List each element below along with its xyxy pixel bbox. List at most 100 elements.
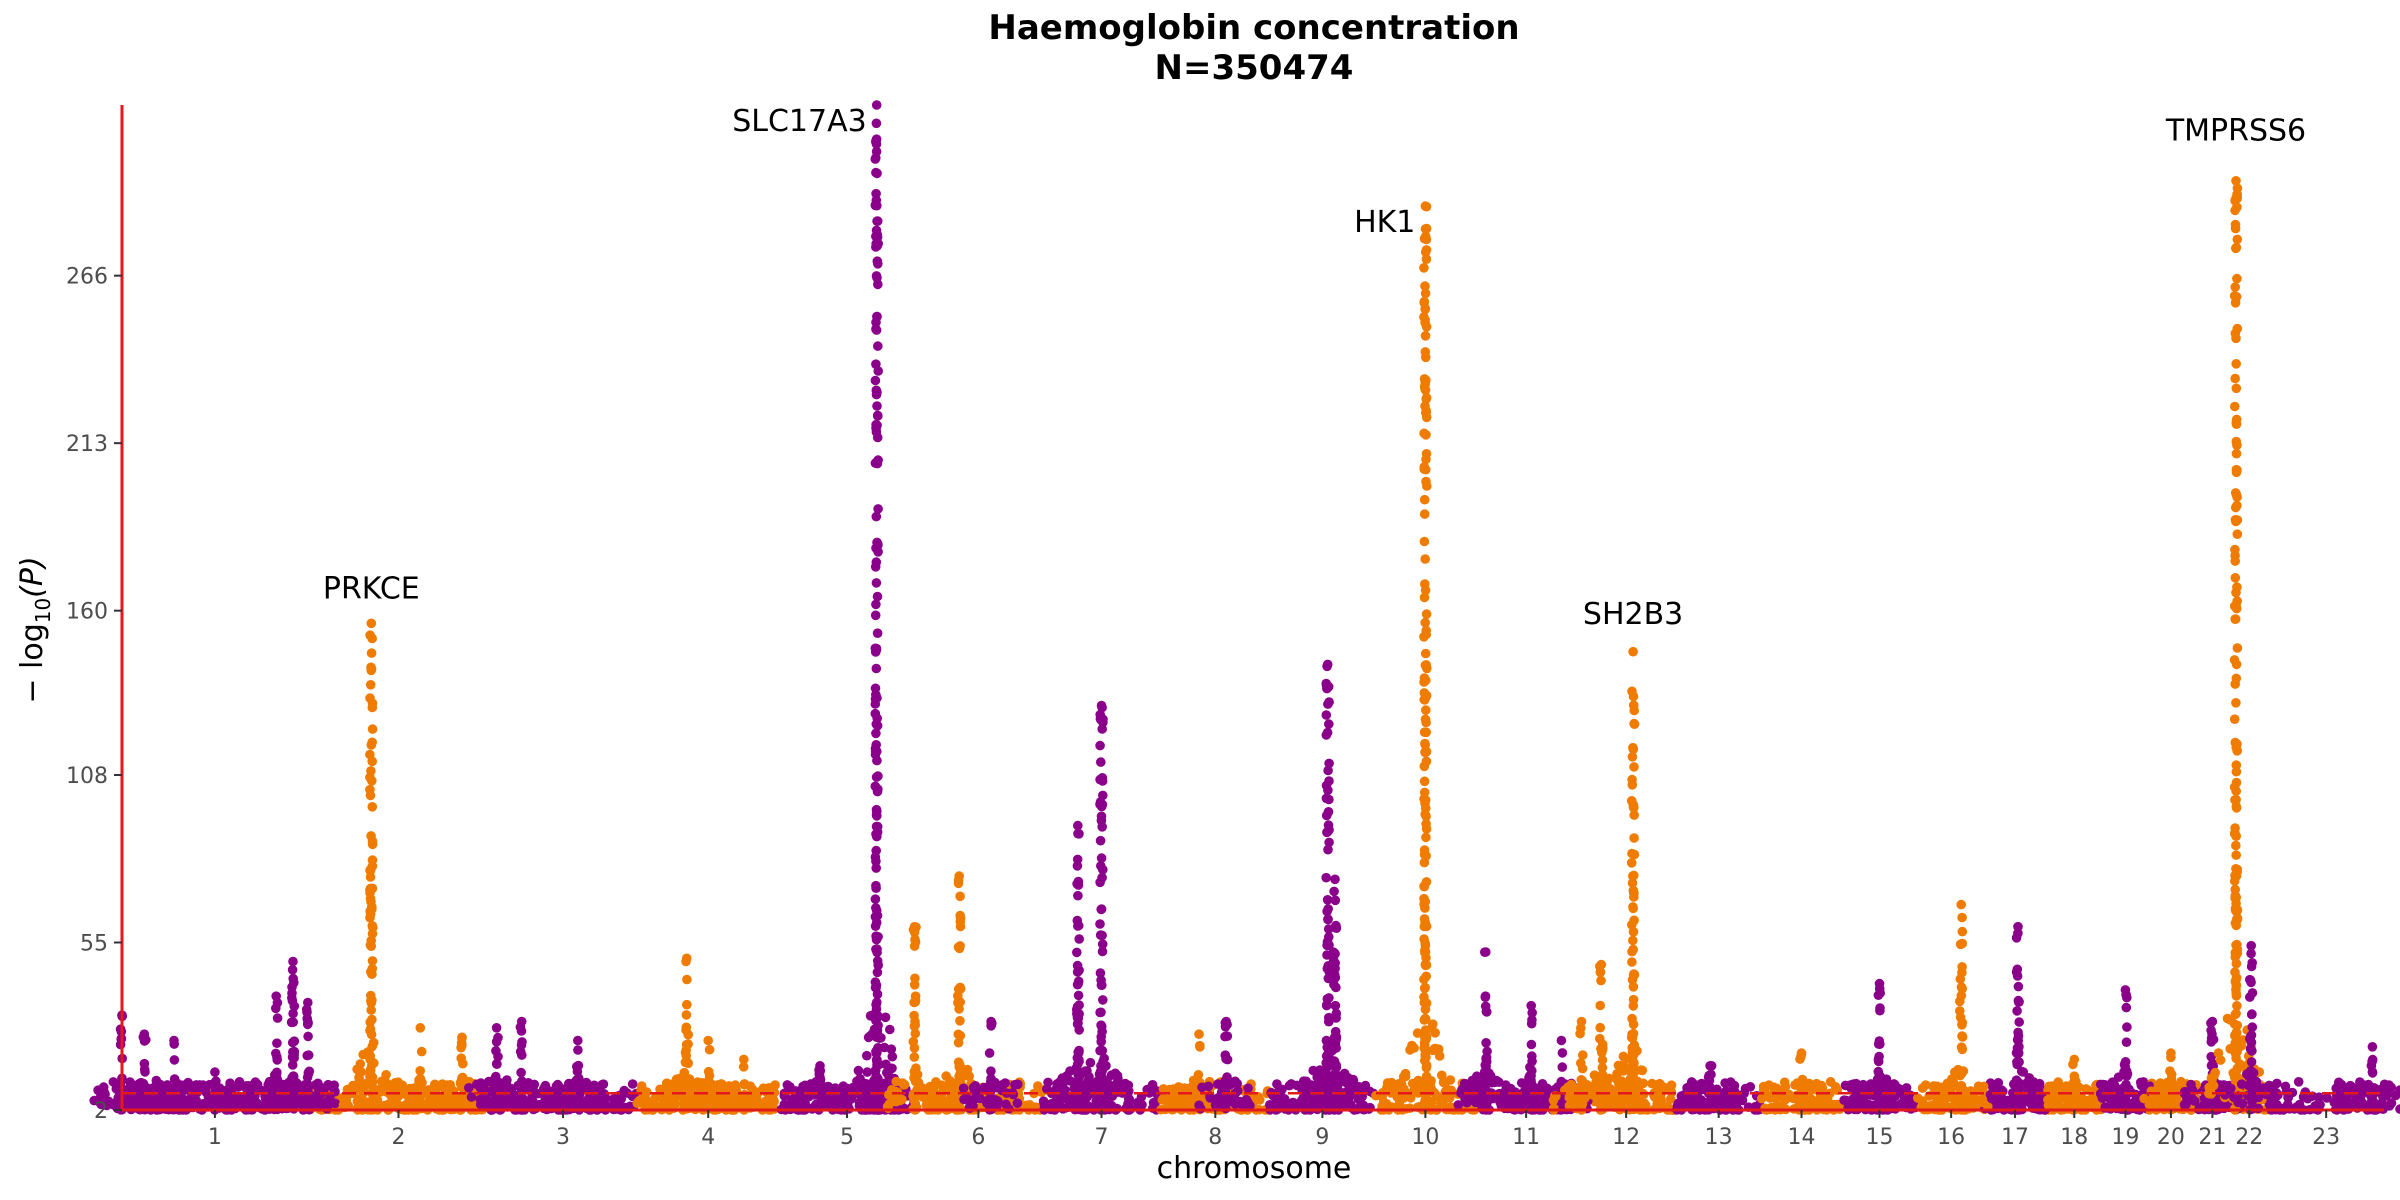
- snp-point: [1323, 904, 1333, 914]
- snp-point: [873, 279, 883, 290]
- snp-point: [874, 1059, 885, 1070]
- snp-point: [367, 737, 378, 748]
- snp-point: [1065, 1093, 1076, 1103]
- snp-point: [1481, 1006, 1492, 1017]
- snp-point: [1421, 254, 1432, 264]
- snp-point: [283, 1103, 294, 1113]
- snp-point: [484, 1076, 494, 1087]
- snp-point: [517, 1037, 527, 1047]
- snp-point: [910, 1076, 921, 1087]
- snp-point: [1626, 796, 1637, 806]
- snp-point: [703, 1066, 714, 1077]
- snp-point: [1426, 1023, 1437, 1033]
- snp-point: [1096, 904, 1107, 914]
- snp-point: [1628, 935, 1638, 946]
- snp-point: [365, 865, 376, 876]
- snp-point: [303, 1031, 313, 1042]
- snp-point: [1706, 1069, 1716, 1080]
- snp-point: [953, 1037, 964, 1048]
- snp-point: [954, 943, 965, 954]
- snp-point: [1097, 822, 1107, 832]
- snp-point: [1096, 975, 1106, 985]
- snp-point: [1096, 1007, 1106, 1018]
- snp-point: [751, 1093, 762, 1104]
- snp-point: [1123, 1098, 1133, 1109]
- snp-point: [871, 153, 881, 163]
- snp-point: [853, 1065, 864, 1076]
- snp-point: [1043, 1077, 1053, 1088]
- snp-point: [1518, 1097, 1528, 1107]
- snp-point: [286, 1017, 297, 1028]
- snp-point: [1273, 1099, 1283, 1110]
- snp-point: [955, 1016, 965, 1026]
- snp-point: [872, 628, 883, 638]
- snp-point: [872, 956, 883, 966]
- snp-point: [1284, 1080, 1295, 1091]
- snp-point: [990, 1095, 1001, 1105]
- snp-point: [1419, 263, 1429, 273]
- snp-point: [682, 999, 692, 1010]
- snp-point: [839, 1097, 849, 1108]
- snp-point: [870, 708, 881, 719]
- snp-point: [871, 578, 882, 588]
- peak-snp-point: [862, 1067, 873, 1077]
- snp-point: [415, 1066, 426, 1076]
- snp-point: [441, 1089, 452, 1100]
- peak-snp-point: [954, 871, 964, 881]
- snp-point: [1628, 903, 1638, 914]
- snp-point: [680, 1047, 691, 1058]
- snp-point: [1419, 677, 1429, 687]
- snp-point: [871, 136, 881, 146]
- snp-point: [872, 821, 883, 832]
- snp-point: [210, 1100, 221, 1110]
- snp-point: [1324, 1075, 1335, 1086]
- snp-point: [1421, 690, 1432, 701]
- snp-point: [955, 891, 965, 902]
- snp-point: [1957, 967, 1967, 978]
- snp-point: [1323, 765, 1333, 776]
- snp-point: [1210, 1100, 1221, 1110]
- snp-point: [1920, 1080, 1931, 1090]
- snp-point: [1977, 1097, 1988, 1108]
- snp-point: [1072, 879, 1082, 889]
- snp-point: [169, 1055, 180, 1065]
- snp-point: [489, 1100, 500, 1110]
- snp-point: [1627, 752, 1638, 762]
- snp-point: [177, 1093, 187, 1104]
- snp-point: [367, 902, 377, 912]
- snp-point: [1074, 934, 1084, 944]
- peak-snp-point: [169, 1035, 179, 1046]
- snp-point: [284, 1077, 295, 1087]
- snp-point: [287, 965, 298, 975]
- snp-point: [635, 1095, 645, 1106]
- peak-snp-point: [1556, 1035, 1567, 1046]
- snp-point: [365, 1065, 376, 1075]
- snp-point: [1420, 554, 1430, 564]
- snp-point: [2013, 1027, 2023, 1038]
- peak-snp-point: [1956, 899, 1966, 910]
- snp-point: [1616, 1076, 1627, 1086]
- snp-point: [1097, 930, 1107, 941]
- snp-point: [1039, 1098, 1049, 1109]
- snp-point: [871, 934, 882, 945]
- snp-point: [1419, 727, 1430, 737]
- snp-point: [1421, 625, 1431, 636]
- snp-point: [1421, 407, 1431, 418]
- peak-snp-point: [1481, 947, 1491, 957]
- snp-point: [376, 1076, 387, 1087]
- snp-point: [1420, 959, 1431, 970]
- snp-point: [872, 537, 882, 548]
- snp-point: [1396, 1079, 1407, 1090]
- snp-point: [899, 1080, 909, 1090]
- snp-point: [953, 996, 964, 1006]
- snp-point: [288, 1008, 298, 1019]
- snp-point: [292, 1084, 303, 1095]
- snp-point: [1097, 939, 1108, 949]
- snp-point: [1595, 1033, 1605, 1044]
- snp-point: [1419, 509, 1430, 519]
- snp-point: [1532, 1096, 1543, 1107]
- snp-point: [1420, 1055, 1430, 1066]
- snp-point: [941, 1071, 951, 1081]
- snp-point: [1955, 996, 1965, 1007]
